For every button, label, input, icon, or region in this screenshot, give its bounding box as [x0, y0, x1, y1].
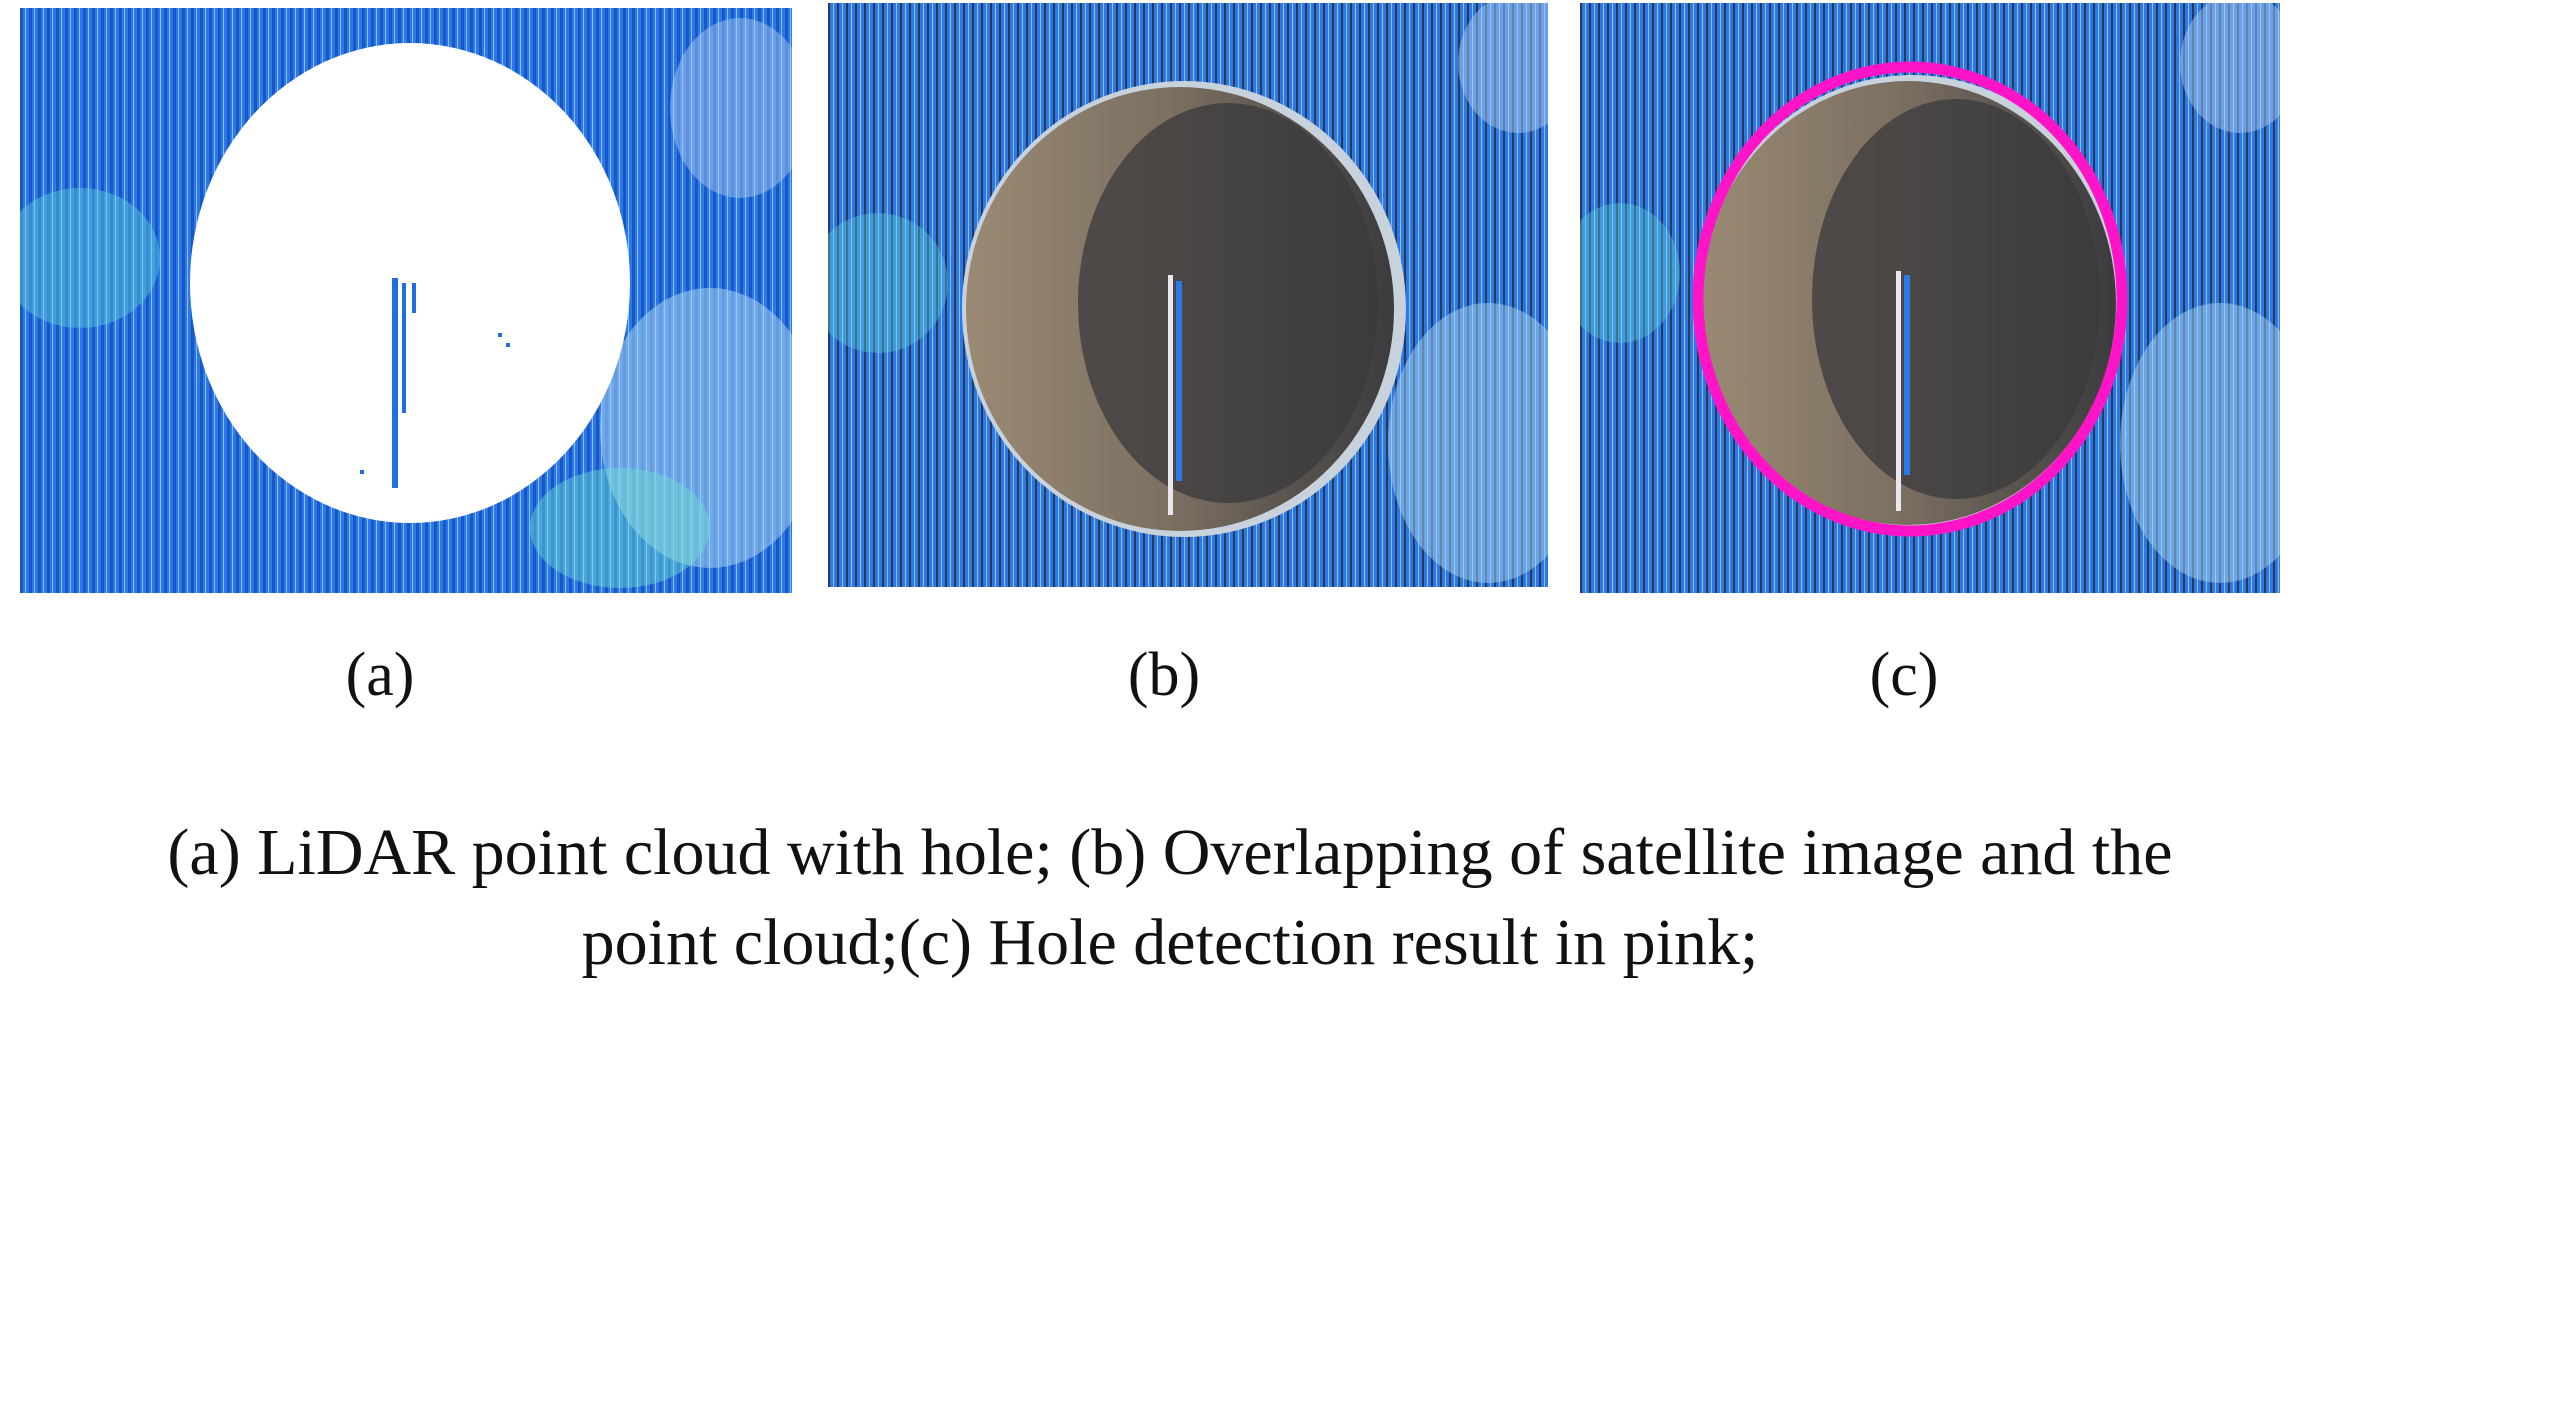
panel-c-hole-detection	[1580, 3, 2280, 593]
detected-hole-boundary	[1692, 61, 2128, 537]
panel-b-satellite-overlay	[828, 3, 1548, 587]
panel-a-lidar-point-cloud	[20, 8, 792, 593]
panel-a-label: (a)	[345, 641, 415, 709]
lidar-point-cloud-image	[20, 8, 792, 593]
panel-c-label: (c)	[1869, 641, 1939, 709]
figure-caption-line-1: (a) LiDAR point cloud with hole; (b) Ove…	[167, 816, 2173, 889]
figure-caption-line-2: point cloud;(c) Hole detection result in…	[581, 906, 1759, 979]
panel-b-label: (b)	[1127, 641, 1201, 709]
satellite-overlay-image	[828, 3, 1548, 587]
hole-detection-image	[1580, 3, 2280, 593]
